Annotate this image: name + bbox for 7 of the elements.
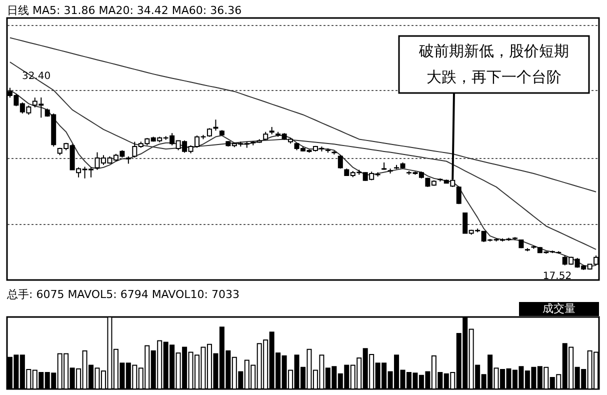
text: 成交量 — [542, 302, 576, 315]
annotation: 17.52 — [542, 270, 572, 282]
candlestick — [213, 119, 218, 132]
candlestick — [338, 154, 343, 170]
annotation: 破前期新低，股价短期大跌，再下一个台阶 — [418, 42, 569, 86]
chart-title: 总手: 6075 MAVOL5: 6794 MAVOL10: 7033 — [6, 288, 240, 301]
chart-title: 日线 MA5: 31.86 MA20: 34.42 MA60: 36.36 — [7, 4, 242, 17]
